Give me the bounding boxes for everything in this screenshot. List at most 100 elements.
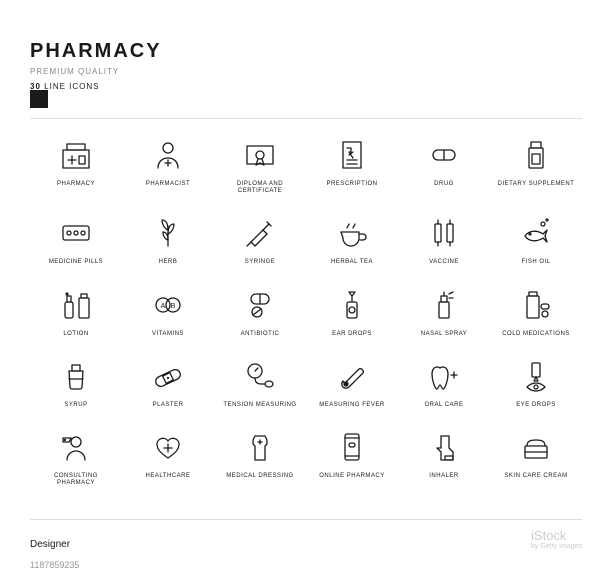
- icon-cell-dietary-supplement: DIETARY SUPPLEMENT: [490, 135, 582, 195]
- pharmacist-icon: [148, 135, 188, 175]
- count-line: 30 LINE ICONS: [30, 82, 582, 91]
- nasal-spray-icon: [424, 285, 464, 325]
- cold-medications-icon: [516, 285, 556, 325]
- inhaler-icon: [424, 427, 464, 467]
- diploma-icon: [240, 135, 280, 175]
- svg-text:A: A: [161, 303, 166, 310]
- icon-label: CONSULTING PHARMACY: [36, 473, 116, 487]
- stock-id: 1187859235: [30, 560, 79, 570]
- ear-drops-icon: [332, 285, 372, 325]
- icon-label: HEALTHCARE: [146, 473, 191, 480]
- divider-top: [30, 118, 582, 119]
- designer-credit: Designer: [30, 539, 70, 550]
- icon-label: ANTIBIOTIC: [241, 331, 280, 338]
- syringe-icon: [240, 213, 280, 253]
- icon-label: DIPLOMA AND CERTIFICATE: [220, 181, 300, 195]
- page-title: PHARMACY: [30, 40, 582, 63]
- medical-dressing-icon: [240, 427, 280, 467]
- icon-cell-drug: DRUG: [398, 135, 490, 195]
- icon-cell-vaccine: VACCINE: [398, 213, 490, 266]
- dietary-supplement-icon: [516, 135, 556, 175]
- icon-cell-fish-oil: FISH OIL: [490, 213, 582, 266]
- eye-drops-icon: [516, 356, 556, 396]
- icon-cell-cold-medications: COLD MEDICATIONS: [490, 285, 582, 338]
- icon-cell-medical-dressing: MEDICAL DRESSING: [214, 427, 306, 487]
- icon-cell-ear-drops: EAR DROPS: [306, 285, 398, 338]
- watermark: iStock by Getty Images: [531, 528, 582, 550]
- vitamins-icon: AB: [148, 285, 188, 325]
- svg-text:B: B: [171, 303, 176, 310]
- lotion-icon: [56, 285, 96, 325]
- icon-cell-herb: HERB: [122, 213, 214, 266]
- icon-label: INHALER: [429, 473, 459, 480]
- icon-cell-medicine-pills: MEDICINE PILLS: [30, 213, 122, 266]
- icon-cell-diploma: DIPLOMA AND CERTIFICATE: [214, 135, 306, 195]
- icon-label: DIETARY SUPPLEMENT: [498, 181, 575, 188]
- icon-cell-herbal-tea: HERBAL TEA: [306, 213, 398, 266]
- icon-cell-measuring-fever: MEASURING FEVER: [306, 356, 398, 409]
- icon-cell-eye-drops: EYE DROPS: [490, 356, 582, 409]
- icon-label: EYE DROPS: [516, 402, 556, 409]
- prescription-icon: [332, 135, 372, 175]
- skin-care-cream-icon: [516, 427, 556, 467]
- oral-care-icon: [424, 356, 464, 396]
- icon-label: NASAL SPRAY: [421, 331, 468, 338]
- icon-label: LOTION: [63, 331, 88, 338]
- measuring-fever-icon: [332, 356, 372, 396]
- icon-label: MEDICAL DRESSING: [226, 473, 293, 480]
- icon-cell-plaster: PLASTER: [122, 356, 214, 409]
- icon-label: ONLINE PHARMACY: [319, 473, 385, 480]
- icon-cell-pharmacy: PHARMACY: [30, 135, 122, 195]
- count-suffix: LINE ICONS: [44, 82, 99, 91]
- icon-cell-healthcare: HEALTHCARE: [122, 427, 214, 487]
- icon-cell-oral-care: ORAL CARE: [398, 356, 490, 409]
- icon-cell-pharmacist: PHARMACIST: [122, 135, 214, 195]
- divider-bottom: [30, 519, 582, 520]
- watermark-byline: by Getty Images: [531, 543, 582, 550]
- vaccine-icon: [424, 213, 464, 253]
- icon-label: HERB: [159, 259, 178, 266]
- subtitle: PREMIUM QUALITY: [30, 67, 582, 76]
- icon-cell-inhaler: INHALER: [398, 427, 490, 487]
- icon-label: HERBAL TEA: [331, 259, 373, 266]
- drug-icon: [424, 135, 464, 175]
- icon-cell-consulting-pharmacy: CONSULTING PHARMACY: [30, 427, 122, 487]
- herbal-tea-icon: [332, 213, 372, 253]
- pharmacy-icon: [56, 135, 96, 175]
- icon-grid: PHARMACY PHARMACIST DIPLOMA AND CERTIFICAT…: [30, 135, 582, 487]
- fish-oil-icon: [516, 213, 556, 253]
- icon-cell-vitamins: AB VITAMINS: [122, 285, 214, 338]
- icon-label: PLASTER: [153, 402, 184, 409]
- icon-cell-antibiotic: ANTIBIOTIC: [214, 285, 306, 338]
- antibiotic-icon: [240, 285, 280, 325]
- online-pharmacy-icon: [332, 427, 372, 467]
- icon-cell-skin-care-cream: SKIN CARE CREAM: [490, 427, 582, 487]
- icon-cell-nasal-spray: NASAL SPRAY: [398, 285, 490, 338]
- icon-label: MEDICINE PILLS: [49, 259, 103, 266]
- icon-label: ORAL CARE: [425, 402, 464, 409]
- icon-label: FISH OIL: [521, 259, 550, 266]
- watermark-text: iStock: [531, 528, 566, 543]
- icon-label: EAR DROPS: [332, 331, 372, 338]
- icon-label: SKIN CARE CREAM: [504, 473, 567, 480]
- icon-label: MEASURING FEVER: [319, 402, 385, 409]
- herb-icon: [148, 213, 188, 253]
- header: PHARMACY PREMIUM QUALITY 30 LINE ICONS: [30, 40, 582, 91]
- icon-cell-syrup: SYRUP: [30, 356, 122, 409]
- healthcare-icon: [148, 427, 188, 467]
- icon-label: VITAMINS: [152, 331, 184, 338]
- icon-cell-online-pharmacy: ONLINE PHARMACY: [306, 427, 398, 487]
- icon-label: SYRUP: [64, 402, 87, 409]
- icon-cell-tension-measuring: TENSION MEASURING: [214, 356, 306, 409]
- icon-label: TENSION MEASURING: [223, 402, 296, 409]
- syrup-icon: [56, 356, 96, 396]
- icon-label: PRESCRIPTION: [326, 181, 377, 188]
- icon-label: PHARMACY: [57, 181, 95, 188]
- icon-cell-syringe: SYRINGE: [214, 213, 306, 266]
- icon-cell-prescription: PRESCRIPTION: [306, 135, 398, 195]
- plaster-icon: [148, 356, 188, 396]
- icon-label: COLD MEDICATIONS: [502, 331, 570, 338]
- icon-cell-lotion: LOTION: [30, 285, 122, 338]
- icon-label: PHARMACIST: [146, 181, 190, 188]
- icon-label: SYRINGE: [245, 259, 276, 266]
